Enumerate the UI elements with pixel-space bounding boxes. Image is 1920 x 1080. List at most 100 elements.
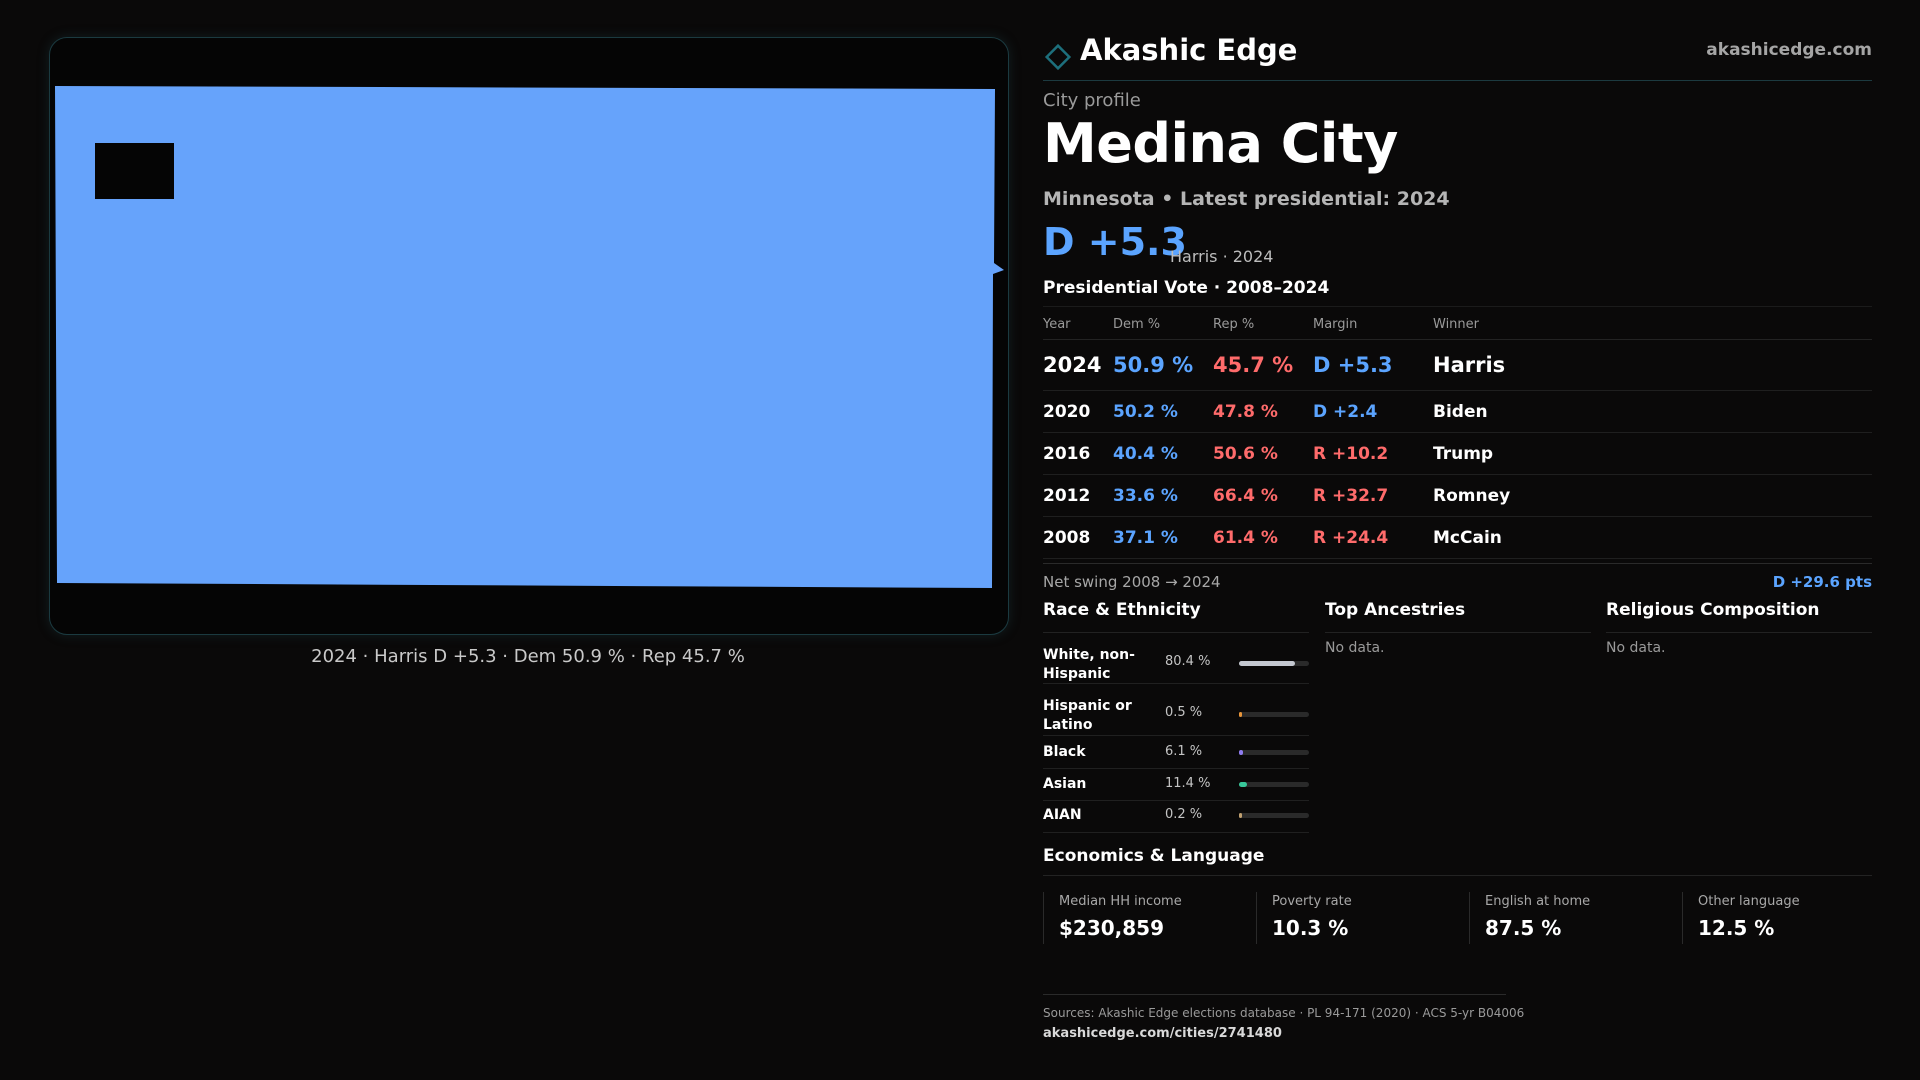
page-kicker: City profile bbox=[1043, 90, 1141, 111]
list-item: AIAN 0.2 % bbox=[1043, 801, 1309, 833]
race-bar-fill bbox=[1239, 782, 1247, 787]
list-item: Hispanic or Latino 0.5 % bbox=[1043, 684, 1309, 736]
race-label: Asian bbox=[1043, 776, 1087, 792]
footer-sources: Sources: Akashic Edge elections database… bbox=[1043, 1006, 1525, 1020]
row-year: 2008 bbox=[1043, 528, 1091, 548]
column-header-margin: Margin bbox=[1313, 317, 1358, 332]
row-rep: 50.6 % bbox=[1213, 444, 1278, 464]
table-header: Year Dem % Rep % Margin Winner bbox=[1043, 306, 1872, 340]
presidential-vote-table: Year Dem % Rep % Margin Winner 2024 50.9… bbox=[1043, 306, 1872, 559]
stat-value: 10.3 % bbox=[1272, 916, 1349, 940]
stat-poverty-rate: Poverty rate 10.3 % bbox=[1256, 892, 1469, 944]
race-bar-track bbox=[1239, 712, 1309, 717]
race-pct: 80.4 % bbox=[1165, 654, 1211, 669]
brand-domain-link[interactable]: akashicedge.com bbox=[1706, 40, 1872, 60]
net-swing-value: D +29.6 pts bbox=[1772, 573, 1872, 591]
row-winner: Romney bbox=[1433, 486, 1511, 506]
row-dem: 40.4 % bbox=[1113, 444, 1178, 464]
race-bar-fill bbox=[1239, 813, 1242, 818]
row-rep: 47.8 % bbox=[1213, 402, 1278, 422]
row-winner: McCain bbox=[1433, 528, 1502, 548]
race-bar-track bbox=[1239, 813, 1309, 818]
race-bar-track bbox=[1239, 750, 1309, 755]
column-header-rep: Rep % bbox=[1213, 317, 1255, 332]
race-bar-fill bbox=[1239, 661, 1296, 666]
stat-value: 87.5 % bbox=[1485, 916, 1562, 940]
row-margin: R +24.4 bbox=[1313, 528, 1389, 548]
stat-label: Median HH income bbox=[1059, 894, 1182, 909]
table-row: 2008 37.1 % 61.4 % R +24.4 McCain bbox=[1043, 517, 1872, 559]
row-margin: D +2.4 bbox=[1313, 402, 1378, 422]
race-bar-fill bbox=[1239, 712, 1242, 717]
stat-value: 12.5 % bbox=[1698, 916, 1775, 940]
race-bar-track bbox=[1239, 661, 1309, 666]
row-winner: Biden bbox=[1433, 402, 1488, 422]
city-map[interactable] bbox=[49, 37, 1009, 635]
row-dem: 50.2 % bbox=[1113, 402, 1178, 422]
footer-permalink[interactable]: akashicedge.com/cities/2741480 bbox=[1043, 1026, 1282, 1041]
race-label: Black bbox=[1043, 744, 1086, 760]
race-label: Hispanic or Latino bbox=[1043, 698, 1132, 733]
race-ethnicity-title-text: Race & Ethnicity bbox=[1043, 600, 1201, 620]
brand-name: Akashic Edge bbox=[1080, 33, 1298, 67]
economics-title: Economics & Language bbox=[1043, 846, 1265, 866]
race-ethnicity-title: Race & Ethnicity bbox=[1043, 600, 1309, 633]
ancestries-empty: No data. bbox=[1325, 640, 1385, 656]
row-dem: 33.6 % bbox=[1113, 486, 1178, 506]
brand-header: Akashic Edge akashicedge.com bbox=[1043, 30, 1872, 81]
list-item: Black 6.1 % bbox=[1043, 736, 1309, 769]
table-row: 2016 40.4 % 50.6 % R +10.2 Trump bbox=[1043, 433, 1872, 475]
stat-english-at-home: English at home 87.5 % bbox=[1469, 892, 1682, 944]
race-pct: 6.1 % bbox=[1165, 744, 1203, 759]
stat-label: Other language bbox=[1698, 894, 1800, 909]
row-year: 2016 bbox=[1043, 444, 1091, 464]
race-pct: 0.5 % bbox=[1165, 705, 1203, 720]
race-label: White, non-Hispanic bbox=[1043, 647, 1135, 682]
row-margin: R +32.7 bbox=[1313, 486, 1389, 506]
row-winner: Harris bbox=[1433, 353, 1506, 377]
race-bar-fill bbox=[1239, 750, 1244, 755]
row-margin: R +10.2 bbox=[1313, 444, 1389, 464]
row-rep: 45.7 % bbox=[1213, 353, 1294, 377]
column-header-winner: Winner bbox=[1433, 317, 1480, 332]
list-item: White, non-Hispanic 80.4 % bbox=[1043, 632, 1309, 684]
race-pct: 11.4 % bbox=[1165, 776, 1211, 791]
presidential-vote-title: Presidential Vote · 2008–2024 bbox=[1043, 278, 1330, 298]
stat-value: $230,859 bbox=[1059, 916, 1165, 940]
latest-margin-note: Harris · 2024 bbox=[1170, 247, 1274, 266]
row-rep: 61.4 % bbox=[1213, 528, 1278, 548]
race-label: AIAN bbox=[1043, 807, 1082, 823]
row-year: 2012 bbox=[1043, 486, 1091, 506]
latest-margin: D +5.3 bbox=[1043, 220, 1187, 264]
page-title: Medina City bbox=[1043, 112, 1398, 175]
city-boundary-map bbox=[55, 86, 1004, 588]
stat-other-language: Other language 12.5 % bbox=[1682, 892, 1873, 944]
net-swing-label: Net swing 2008 → 2024 bbox=[1043, 573, 1221, 591]
religious-composition-title-text: Religious Composition bbox=[1606, 600, 1820, 620]
top-ancestries-title-text: Top Ancestries bbox=[1325, 600, 1466, 620]
footer: Sources: Akashic Edge elections database… bbox=[1043, 994, 1524, 1041]
diamond-outline-icon bbox=[1044, 43, 1072, 71]
race-pct: 0.2 % bbox=[1165, 807, 1203, 822]
row-rep: 66.4 % bbox=[1213, 486, 1278, 506]
table-row: 2024 50.9 % 45.7 % D +5.3 Harris bbox=[1043, 340, 1872, 391]
list-item: Asian 11.4 % bbox=[1043, 769, 1309, 801]
page-subtitle: Minnesota • Latest presidential: 2024 bbox=[1043, 188, 1450, 210]
religion-empty: No data. bbox=[1606, 640, 1666, 656]
row-dem: 37.1 % bbox=[1113, 528, 1178, 548]
net-swing-row: Net swing 2008 → 2024 D +29.6 pts bbox=[1043, 563, 1872, 594]
table-row: 2020 50.2 % 47.8 % D +2.4 Biden bbox=[1043, 391, 1872, 433]
stat-label: English at home bbox=[1485, 894, 1591, 909]
row-year: 2024 bbox=[1043, 353, 1102, 377]
table-row: 2012 33.6 % 66.4 % R +32.7 Romney bbox=[1043, 475, 1872, 517]
column-header-dem: Dem % bbox=[1113, 317, 1161, 332]
stat-median-income: Median HH income $230,859 bbox=[1043, 892, 1256, 944]
stat-label: Poverty rate bbox=[1272, 894, 1352, 909]
top-ancestries-title: Top Ancestries bbox=[1325, 600, 1591, 633]
row-dem: 50.9 % bbox=[1113, 353, 1194, 377]
map-caption: 2024 · Harris D +5.3 · Dem 50.9 % · Rep … bbox=[311, 646, 745, 667]
row-year: 2020 bbox=[1043, 402, 1091, 422]
race-ethnicity-list: White, non-Hispanic 80.4 % Hispanic or L… bbox=[1043, 632, 1309, 833]
religious-composition-title: Religious Composition bbox=[1606, 600, 1872, 633]
column-header-year: Year bbox=[1043, 317, 1071, 332]
